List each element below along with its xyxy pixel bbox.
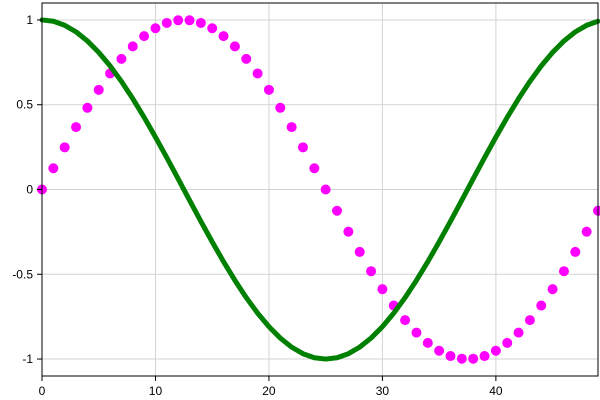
series-point-0	[297, 142, 308, 153]
series-point-0	[139, 31, 150, 42]
series-point-0	[252, 68, 263, 79]
series-point-0	[241, 53, 252, 64]
series-point-0	[320, 184, 331, 195]
series-layer	[37, 15, 600, 364]
x-tick-label: 40	[489, 384, 503, 398]
series-point-0	[570, 246, 581, 257]
series-point-0	[59, 142, 70, 153]
series-point-0	[48, 163, 59, 174]
series-point-0	[558, 266, 569, 277]
series-point-0	[263, 84, 274, 95]
series-point-0	[127, 41, 138, 52]
series-point-0	[434, 345, 445, 356]
series-point-0	[502, 337, 513, 348]
y-tick-label: -0.5	[12, 267, 33, 281]
series-point-0	[513, 327, 524, 338]
series-point-0	[184, 15, 195, 26]
y-tick-label: 1	[26, 13, 33, 27]
series-line-1	[39, 17, 600, 362]
tick-labels: 0 10 20 30 40 1 0.5 0 -0.5 -1	[12, 13, 503, 398]
series-point-0	[581, 226, 592, 237]
series-point-0	[173, 15, 184, 26]
series-point-0	[116, 53, 127, 64]
y-tick-label: -1	[22, 352, 33, 366]
series-point-0	[366, 266, 377, 277]
x-tick-label: 0	[39, 384, 46, 398]
series-point-0	[468, 353, 479, 364]
series-point-0	[93, 84, 104, 95]
series-point-0	[207, 23, 218, 34]
x-tick-label: 30	[376, 384, 390, 398]
series-point-0	[354, 246, 365, 257]
series-point-0	[195, 17, 206, 28]
series-point-0	[524, 315, 535, 326]
series-point-0	[286, 122, 297, 133]
y-tick-label: 0.5	[16, 98, 33, 112]
series-point-0	[490, 345, 501, 356]
series-point-0	[547, 284, 558, 295]
series-point-0	[445, 351, 456, 362]
series-point-0	[400, 315, 411, 326]
series-point-0	[82, 102, 93, 113]
series-point-0	[150, 23, 161, 34]
series-point-0	[161, 17, 172, 28]
series-point-0	[229, 41, 240, 52]
series-point-0	[456, 353, 467, 364]
series-point-0	[411, 327, 422, 338]
series-point-0	[218, 31, 229, 42]
series-point-0	[309, 163, 320, 174]
series-point-0	[377, 284, 388, 295]
series-point-0	[422, 337, 433, 348]
axis-ticks	[37, 19, 497, 381]
x-tick-label: 10	[149, 384, 163, 398]
series-point-0	[536, 300, 547, 311]
y-tick-label: 0	[26, 183, 33, 197]
series-point-0	[275, 102, 286, 113]
series-point-0	[71, 122, 82, 133]
x-tick-label: 20	[262, 384, 276, 398]
series-point-0	[332, 205, 343, 216]
series-point-0	[343, 226, 354, 237]
series-point-0	[479, 351, 490, 362]
